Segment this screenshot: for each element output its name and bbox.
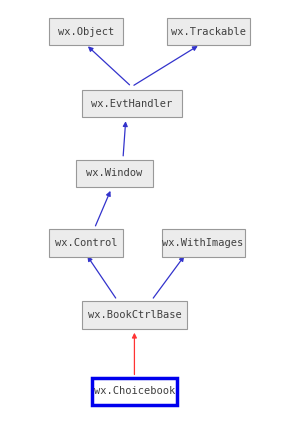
FancyBboxPatch shape — [92, 378, 177, 405]
Text: wx.Control: wx.Control — [55, 238, 117, 248]
FancyBboxPatch shape — [49, 18, 123, 45]
FancyBboxPatch shape — [162, 230, 245, 257]
Text: wx.Choicebook: wx.Choicebook — [94, 386, 175, 396]
FancyBboxPatch shape — [167, 18, 250, 45]
FancyBboxPatch shape — [82, 90, 182, 117]
Text: wx.WithImages: wx.WithImages — [162, 238, 244, 248]
Text: wx.BookCtrlBase: wx.BookCtrlBase — [88, 310, 181, 320]
Text: wx.Object: wx.Object — [58, 27, 114, 37]
Text: wx.Trackable: wx.Trackable — [171, 27, 246, 37]
FancyBboxPatch shape — [76, 160, 153, 187]
Text: wx.EvtHandler: wx.EvtHandler — [91, 99, 172, 109]
Text: wx.Window: wx.Window — [86, 168, 142, 179]
FancyBboxPatch shape — [82, 301, 187, 329]
FancyBboxPatch shape — [49, 230, 123, 257]
